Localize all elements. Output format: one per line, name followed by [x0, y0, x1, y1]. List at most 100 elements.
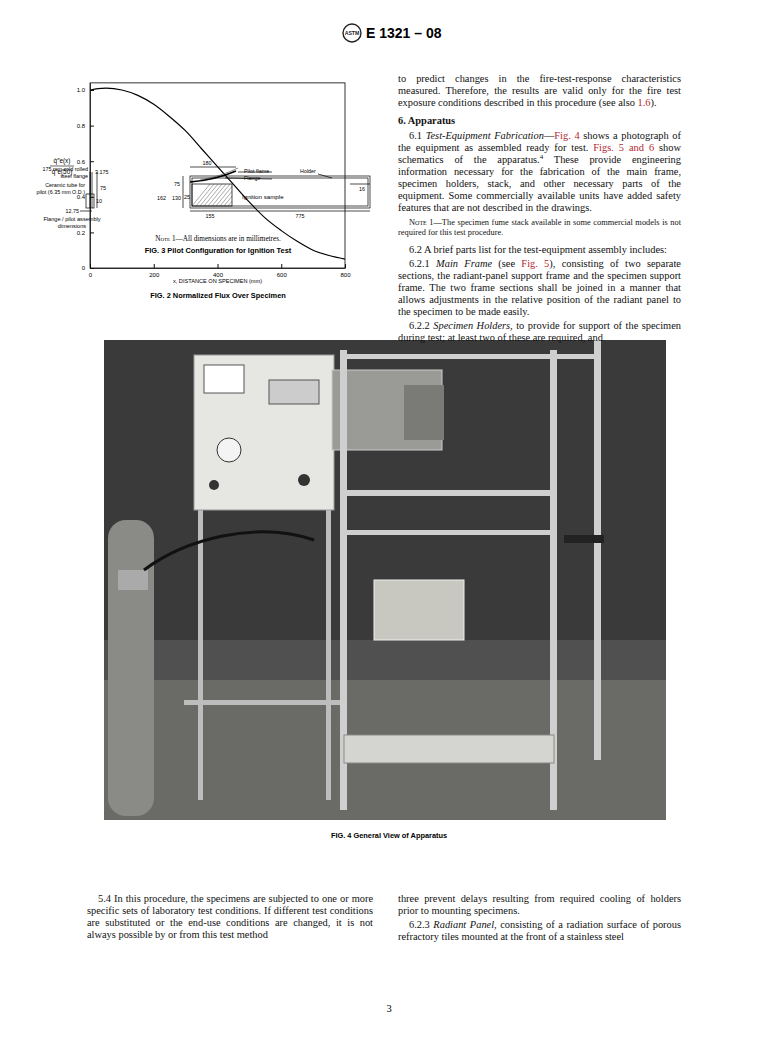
tick-mark — [90, 268, 94, 269]
tick: 0 — [82, 265, 94, 271]
text-run: Fig. 4 — [554, 130, 579, 141]
diagram-label: 12.75 — [66, 208, 80, 214]
tick-label: 0.8 — [77, 123, 86, 129]
hatch-line — [192, 184, 210, 206]
diagram-label: 10 — [96, 198, 102, 204]
specimen-frame-rail — [340, 490, 555, 496]
tick-label: 200 — [149, 272, 160, 278]
text-run: 6.1 — [409, 130, 426, 141]
text-run: — — [544, 130, 554, 141]
tick-label: 800 — [340, 272, 351, 278]
hatch-line — [204, 184, 222, 206]
diagram-label: 175 mm cold rolled — [42, 166, 88, 172]
x-axis-title: x, DISTANCE ON SPECIMEN (mm) — [173, 278, 262, 284]
panel-knob — [209, 480, 219, 490]
text-run: 6.2.1 — [409, 258, 436, 269]
text-run: Note 1 — [409, 218, 433, 227]
diagram-label: Flange / pilot assembly — [43, 216, 100, 222]
diagram-label: 162 — [157, 195, 166, 201]
designation: E 1321 – 08 — [366, 25, 442, 41]
pilot-flange — [190, 171, 236, 182]
figure-caption: FIG. 2 Normalized Flux Over Specimen — [150, 291, 286, 300]
diagram-label: 180 — [203, 160, 212, 166]
plot-frame — [90, 83, 345, 268]
figure-caption: FIG. 4 General View of Apparatus — [331, 831, 447, 840]
tick: 600 — [277, 264, 288, 278]
diagram-label: Pilot flame — [244, 168, 269, 174]
diagram-label: 130 — [172, 195, 181, 201]
specimen-holder — [374, 580, 464, 640]
diagram-label: Ceramic tube for — [45, 182, 85, 188]
ignition-sample — [192, 184, 232, 206]
tick: 0.8 — [77, 123, 94, 129]
tick-label: 1.0 — [77, 87, 86, 93]
diagram-label: Ignition sample — [242, 193, 284, 200]
hatch-line — [208, 184, 226, 206]
diagram-label: 155 — [206, 213, 215, 219]
paragraph: three prevent delays resulting from requ… — [398, 893, 681, 917]
diagram-label: Holder — [300, 168, 316, 174]
note-run: —All dimensions are in millimetres. — [175, 235, 281, 243]
panel-label — [204, 365, 244, 393]
text-run: ). — [651, 97, 657, 108]
hatch-line — [196, 184, 214, 206]
text-run: Radiant Panel — [433, 919, 494, 930]
control-frame-shelf — [184, 700, 344, 705]
diagram-label: steel flange — [60, 173, 88, 179]
leader — [318, 174, 332, 178]
diagram-label: dimensions — [58, 223, 86, 229]
diagram-label: 16 — [359, 186, 365, 192]
plot-area — [90, 88, 345, 259]
specimen-frame-post — [594, 340, 601, 760]
diagram-label: 25 — [184, 194, 190, 200]
dim-line — [190, 211, 232, 212]
diagram-label: 75 — [174, 181, 180, 187]
dim-line — [183, 176, 184, 208]
tick-mark — [90, 161, 94, 162]
page: ASTME 1321 – 08020040060080000.20.40.60.… — [0, 0, 778, 1041]
text-run: 5.4 In this procedure, the specimens are… — [87, 893, 373, 940]
control-frame-leg — [326, 480, 331, 800]
diagram-label: 75 — [100, 185, 106, 191]
text-run: (see — [492, 258, 521, 269]
diagram-label: 3.175 — [95, 169, 109, 175]
text-run: Figs. 5 and 6 — [593, 142, 654, 153]
dim-line — [80, 211, 92, 212]
diagram-label: 775 — [296, 213, 305, 219]
section-heading: 6. Apparatus — [398, 115, 681, 127]
figure-3-diagram: 175 mm cold rolledsteel flange 3.175 Ceram… — [36, 160, 370, 255]
axis-line — [90, 83, 91, 268]
tick-mark — [154, 264, 155, 268]
paragraph: 6.1 Test-Equipment Fabrication—Fig. 4 sh… — [398, 130, 681, 214]
text-run: 1.6 — [638, 97, 651, 108]
tick: 400 — [213, 264, 224, 278]
hatch-line — [216, 184, 232, 206]
tick: 0.2 — [77, 230, 94, 236]
x-axis: 0200400600800 — [89, 264, 351, 278]
text-run: 6.2 A brief parts list for the test-equi… — [409, 244, 667, 255]
text-run: —The specimen fume stack available in so… — [398, 218, 681, 237]
sample-hatch — [192, 184, 232, 206]
tick-label: 600 — [277, 272, 288, 278]
logo-text: ASTM — [345, 30, 360, 36]
text-run: three prevent delays resulting from requ… — [398, 893, 681, 916]
dim-line — [190, 167, 236, 168]
diagram-label: pilot (6.35 mm O.D.) — [36, 189, 85, 195]
panel-meter — [269, 380, 319, 404]
tick-label: 0.4 — [77, 194, 86, 200]
control-panel — [194, 355, 334, 510]
dim-line — [232, 211, 370, 212]
tick: 1.0 — [77, 87, 94, 93]
specimen-frame-rail — [340, 530, 555, 535]
text-run: Fig. 5 — [521, 258, 549, 269]
back-wall — [104, 340, 666, 640]
tick-label: 0.2 — [77, 230, 86, 236]
hatch-line — [200, 184, 218, 206]
tick-label: 0 — [82, 265, 86, 271]
flange-plate — [90, 172, 91, 208]
logo-ring — [343, 24, 361, 42]
paragraph: 6.2 A brief parts list for the test-equi… — [398, 244, 681, 256]
tick-mark — [345, 264, 346, 268]
dim-line — [350, 184, 370, 185]
paragraph: 6.2.3 Radiant Panel, consisting of a rad… — [398, 919, 681, 943]
